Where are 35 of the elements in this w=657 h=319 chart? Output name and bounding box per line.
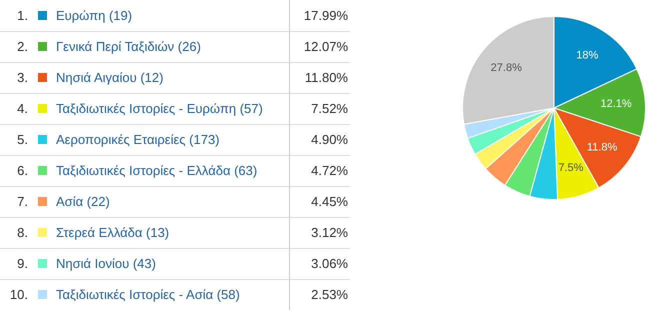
data-label: 27.8%	[490, 62, 522, 74]
text: 5.	[16, 131, 29, 149]
text: 4.72%	[290, 155, 350, 186]
text: 3.06%	[290, 248, 350, 279]
legend-label: Αεροπορικές Εταιρείες (173)	[56, 131, 221, 149]
legend-label: Ταξιδιωτικές Ιστορίες - Ελλάδα (63)	[56, 162, 258, 180]
legend-label: Στερεά Ελλάδα (13)	[56, 224, 170, 242]
text: 4.90%	[290, 124, 350, 155]
legend-label: Ταξιδιωτικές Ιστορίες - Ευρώπη (57)	[56, 100, 264, 118]
text: 10.	[8, 286, 29, 304]
text: 7.52%	[290, 93, 350, 124]
text: 3.12%	[290, 217, 350, 248]
data-label: 7.5%	[558, 162, 584, 174]
legend-label: Ευρώπη (19)	[56, 6, 134, 25]
text: 2.	[16, 38, 29, 56]
text: 17.99%	[290, 0, 350, 31]
text: 4.	[16, 100, 29, 118]
text: 8.	[16, 224, 29, 242]
legend-label: Γενικά Περί Ταξιδιών (26)	[56, 38, 202, 56]
data-label: 11.8%	[586, 142, 618, 154]
legend-label: Ασία (22)	[56, 193, 111, 211]
text: 11.80%	[290, 62, 350, 93]
text: 2.53%	[290, 279, 350, 310]
legend-label: Ταξιδιωτικές Ιστορίες - Ασία (58)	[56, 286, 241, 304]
text: 6.	[16, 162, 29, 180]
text: 12.07%	[290, 31, 350, 62]
text: 4.45%	[290, 186, 350, 217]
legend-label: Νησιά Ιονίου (43)	[56, 255, 157, 273]
text: 7.	[16, 193, 29, 211]
text: 1.	[16, 6, 29, 25]
text: 3.	[16, 69, 29, 87]
text: 9.	[16, 255, 29, 273]
data-label: 12.1%	[600, 98, 632, 110]
legend-label: Νησιά Αιγαίου (12)	[56, 69, 164, 87]
data-label: 18%	[576, 49, 599, 62]
